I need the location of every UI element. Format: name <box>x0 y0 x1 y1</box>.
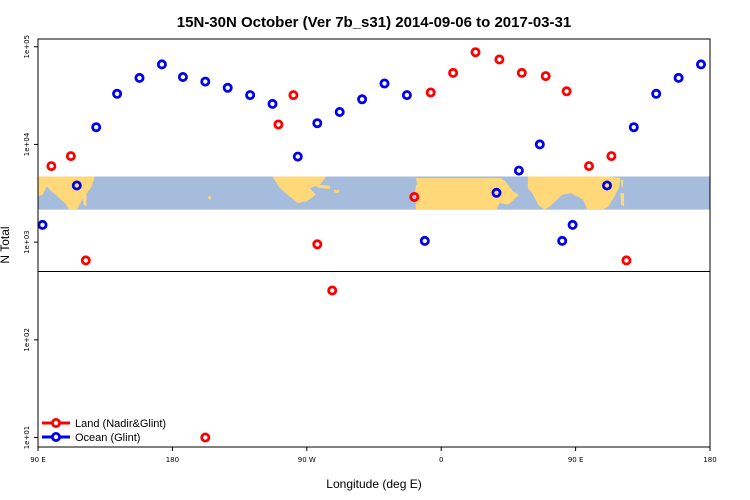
y-tick-label-0: 1e+01 <box>23 426 31 450</box>
ocean-point-1 <box>71 180 82 191</box>
ocean-point-19 <box>513 165 524 176</box>
y-tick-label-1: 1e+02 <box>23 328 31 352</box>
ocean-point-26 <box>673 72 684 83</box>
plot-frame <box>37 38 711 448</box>
map-land-taiwan <box>83 179 86 189</box>
ocean-point-12 <box>312 118 323 129</box>
ocean-point-20 <box>534 139 545 150</box>
ocean-point-5 <box>156 59 167 70</box>
y-tick-label-3: 1e+04 <box>23 132 31 156</box>
land-point-1 <box>65 151 76 162</box>
ocean-point-21 <box>557 235 568 246</box>
ocean-point-15 <box>379 78 390 89</box>
legend-label-ocean: Ocean (Glint) <box>75 432 140 444</box>
ocean-point-25 <box>651 88 662 99</box>
land-point-17 <box>606 151 617 162</box>
land-point-14 <box>540 71 551 82</box>
land-point-11 <box>470 47 481 58</box>
map-land-luzon <box>82 193 87 207</box>
land-point-5 <box>288 90 299 101</box>
land-point-15 <box>561 86 572 97</box>
y-tick-label-4: 1e+05 <box>23 35 31 59</box>
map-land-hispaniola <box>333 189 340 194</box>
ocean-point-23 <box>602 180 613 191</box>
land-point-7 <box>327 285 338 296</box>
series-land <box>46 47 632 443</box>
ocean-point-17 <box>419 235 430 246</box>
map-land-africa-arabia <box>415 178 519 210</box>
ocean-point-14 <box>357 94 368 105</box>
map-land-mexico <box>272 176 327 203</box>
ocean-point-18 <box>491 187 502 198</box>
ocean-point-7 <box>200 76 211 87</box>
map-land-hawaii <box>208 196 212 200</box>
x-tick-label-2: 90 W <box>298 456 316 464</box>
x-axis-label: Longitude (deg E) <box>326 477 421 491</box>
land-point-3 <box>200 432 211 443</box>
legend-marker-ocean <box>51 431 62 442</box>
ocean-point-4 <box>134 72 145 83</box>
legend: Land (Nadir&Glint) Ocean (Glint) <box>42 417 166 444</box>
map-land-asia-east <box>527 176 621 210</box>
ocean-point-11 <box>292 151 303 162</box>
legend-marker-land <box>51 417 62 428</box>
land-point-0 <box>46 161 57 172</box>
land-point-10 <box>448 67 459 78</box>
x-tick-label-1: 180 <box>166 456 179 464</box>
ocean-point-22 <box>567 219 578 230</box>
ocean-point-27 <box>696 59 707 70</box>
y-axis-label: N Total <box>0 226 12 263</box>
y-tick-label-2: 1e+03 <box>23 230 31 254</box>
ocean-point-24 <box>628 122 639 133</box>
legend-label-land: Land (Nadir&Glint) <box>75 418 166 430</box>
land-point-6 <box>312 239 323 250</box>
land-point-8 <box>409 191 420 202</box>
x-tick-label-5: 180 <box>703 456 716 464</box>
land-point-13 <box>516 67 527 78</box>
data-points <box>37 47 707 443</box>
land-point-18 <box>621 255 632 266</box>
ocean-point-9 <box>245 90 256 101</box>
x-tick-label-3: 0 <box>439 456 443 464</box>
ocean-point-16 <box>401 90 412 101</box>
map-land-cuba <box>315 184 331 190</box>
ocean-point-2 <box>91 122 102 133</box>
land-point-2 <box>80 255 91 266</box>
ocean-point-0 <box>37 219 48 230</box>
world-map-strip <box>38 176 710 210</box>
x-tick-label-4: 90 E <box>568 456 584 464</box>
ocean-point-10 <box>267 98 278 109</box>
map-land-luzon-right <box>620 193 625 207</box>
series-ocean <box>37 59 707 246</box>
ocean-point-8 <box>222 82 233 93</box>
land-point-16 <box>584 161 595 172</box>
map-land-taiwan-right <box>621 179 624 189</box>
land-point-12 <box>494 54 505 65</box>
axes: 90 E 180 90 W 0 90 E 180 1e+01 1e+02 1e+03 1e+04 1… <box>23 35 717 464</box>
chart-title: 15N-30N October (Ver 7b_s31) 2014-09-06 … <box>177 14 571 31</box>
map-land-shapes <box>38 176 625 210</box>
x-tick-label-0: 90 E <box>30 456 46 464</box>
ocean-point-13 <box>334 107 345 118</box>
ocean-point-3 <box>112 88 123 99</box>
land-point-9 <box>425 87 436 98</box>
land-point-4 <box>273 119 284 130</box>
ocean-point-6 <box>177 72 188 83</box>
